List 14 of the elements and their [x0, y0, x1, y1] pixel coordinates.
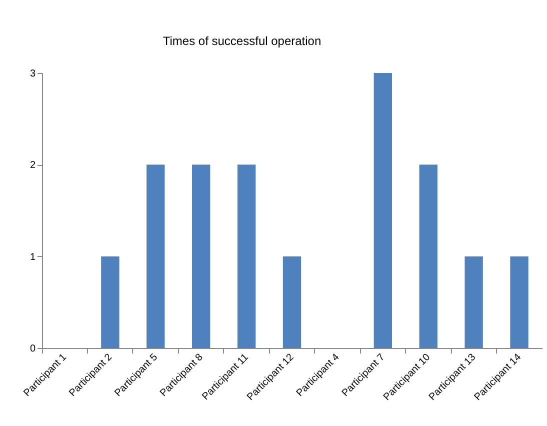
bar	[374, 73, 392, 348]
bar	[282, 256, 302, 348]
bar	[464, 256, 483, 348]
y-tick-label: 1	[30, 252, 36, 263]
bar	[101, 256, 120, 348]
bar	[237, 164, 256, 348]
y-tick-label: 3	[30, 68, 36, 80]
y-tick-label: 0	[30, 344, 36, 354]
bar	[192, 164, 210, 348]
bar	[419, 164, 438, 348]
bar	[510, 256, 528, 348]
y-tick-label: 2	[30, 160, 36, 172]
bar	[146, 164, 165, 348]
chart-title: Times of successful operation	[162, 34, 322, 48]
